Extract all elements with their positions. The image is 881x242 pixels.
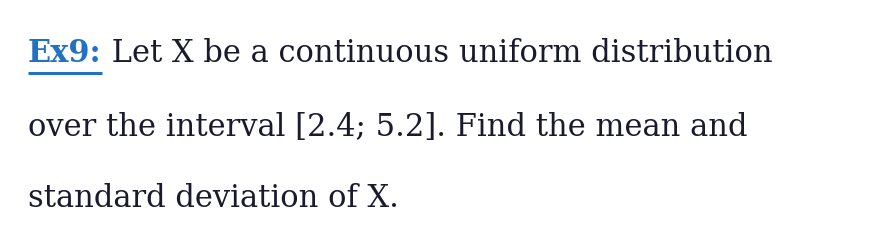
Text: Ex9:: Ex9: <box>28 38 101 69</box>
Text: over the interval [2.4; 5.2]. Find the mean and: over the interval [2.4; 5.2]. Find the m… <box>28 112 747 143</box>
Text: standard deviation of X.: standard deviation of X. <box>28 183 399 214</box>
Text: Let X be a continuous uniform distribution: Let X be a continuous uniform distributi… <box>101 38 773 69</box>
